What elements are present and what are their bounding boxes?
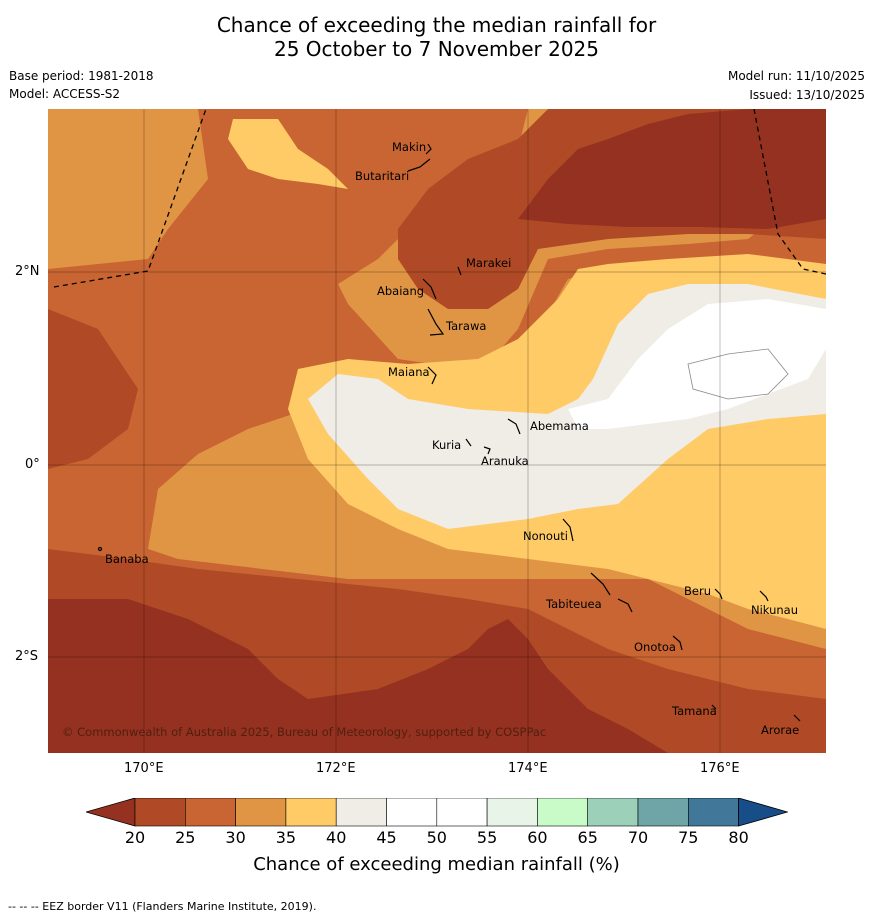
colorbar (86, 798, 788, 827)
colorbar-tick-label: 60 (527, 828, 548, 847)
place-banaba: Banaba (105, 552, 149, 566)
colorbar-segment (386, 798, 438, 827)
zone-20-25-west (48, 309, 138, 469)
colorbar-tick-label: 35 (275, 828, 297, 847)
place-tamana: Tamana (671, 704, 717, 718)
colorbar-segment (335, 798, 387, 827)
colorbar-tick-label: 45 (376, 828, 397, 847)
colorbar-segment (235, 798, 287, 827)
place-makin: Makin (392, 140, 426, 154)
model-name: Model: ACCESS-S2 (9, 87, 121, 101)
zone-30-35-west (48, 109, 208, 269)
place-maiana: Maiana (388, 365, 430, 379)
colorbar-title: Chance of exceeding median rainfall (%) (253, 854, 620, 875)
place-arorae: Arorae (761, 723, 799, 737)
colorbar-tick-label: 70 (627, 828, 649, 847)
issued-date: Issued: 13/10/2025 (749, 88, 865, 102)
lon-label-174e: 174°E (508, 761, 548, 776)
place-beru: Beru (684, 584, 711, 598)
place-marakei: Marakei (466, 256, 511, 270)
rainfall-map[interactable]: Makin Butaritari Marakei Abaiang Tarawa … (48, 109, 826, 753)
colorbar-tick-label: 75 (678, 828, 699, 847)
colorbar-tick-label: 50 (426, 828, 447, 847)
place-onotoa: Onotoa (634, 640, 676, 654)
colorbar-tick-label: 30 (225, 828, 246, 847)
lon-label-170e: 170°E (124, 761, 164, 776)
colorbar-tick-label: 65 (577, 828, 598, 847)
zone-35-40-north (228, 119, 348, 189)
colorbar-segment (436, 798, 488, 827)
colorbar-segment (285, 798, 337, 827)
place-nikunau: Nikunau (751, 603, 798, 617)
colorbar-segment (637, 798, 689, 827)
model-run: Model run: 11/10/2025 (727, 69, 865, 83)
place-abaiang: Abaiang (377, 284, 424, 298)
colorbar-tick-label: 20 (124, 828, 146, 847)
place-kuria: Kuria (432, 438, 461, 452)
lon-label-172e: 172°E (316, 761, 356, 776)
eez-border (53, 109, 826, 288)
colorbar-low-extension (86, 798, 136, 827)
colorbar-tick-label: 25 (175, 828, 196, 847)
place-tabiteuea: Tabiteuea (545, 597, 602, 611)
lat-label-2n: 2°N (15, 264, 40, 279)
colorbar-segment (486, 798, 538, 827)
place-abemama: Abemama (530, 419, 589, 433)
colorbar-segment (687, 798, 739, 827)
map-title-line1: Chance of exceeding the median rainfall … (216, 13, 657, 37)
zone-45-50 (568, 299, 826, 429)
lat-label-2s: 2°S (15, 649, 39, 664)
place-butaritari: Butaritari (355, 169, 409, 183)
zone-lt20-south (48, 599, 668, 753)
colorbar-segment (134, 798, 186, 827)
colorbar-segment (587, 798, 639, 827)
colorbar-segment (185, 798, 236, 827)
copyright-note: © Commonwealth of Australia 2025, Bureau… (62, 725, 546, 739)
place-nonouti: Nonouti (523, 529, 568, 543)
colorbar-segment (537, 798, 588, 827)
place-tarawa: Tarawa (445, 319, 486, 333)
lat-label-0: 0° (25, 457, 40, 472)
graticule (48, 109, 826, 753)
colorbar-tick-label: 55 (476, 828, 498, 847)
zone-lt20-northeast (518, 109, 826, 229)
base-period: Base period: 1981-2018 (9, 69, 154, 83)
map-title-line2: 25 October to 7 November 2025 (273, 37, 600, 61)
lon-label-176e: 176°E (700, 761, 740, 776)
colorbar-high-extension (738, 798, 788, 827)
island-outlines (97, 143, 801, 722)
place-aranuka: Aranuka (481, 454, 529, 468)
colorbar-tick-label: 40 (326, 828, 347, 847)
colorbar-tick-label: 80 (728, 828, 749, 847)
eez-footnote: -- -- -- EEZ border V11 (Flanders Marine… (8, 900, 317, 913)
